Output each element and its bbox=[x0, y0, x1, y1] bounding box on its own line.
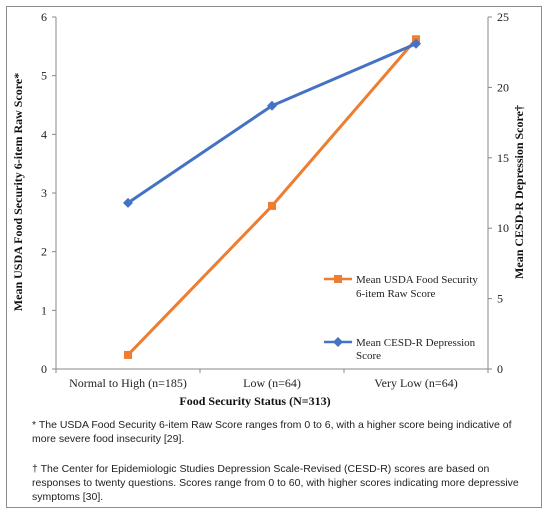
data-point-cesdr bbox=[411, 38, 421, 49]
data-point-cesdr bbox=[267, 100, 277, 111]
left-y-tick-label: 4 bbox=[41, 127, 47, 141]
left-y-tick-label: 6 bbox=[41, 10, 47, 24]
x-tick-label: Low (n=64) bbox=[243, 376, 301, 390]
x-axis-title: Food Security Status (N=313) bbox=[179, 394, 330, 408]
right-y-tick-label: 10 bbox=[497, 221, 509, 235]
legend-label-cesdr-line2: Score bbox=[356, 350, 381, 362]
legend-entry-cesdr: Mean CESD-R Depression Score bbox=[324, 337, 476, 362]
right-y-tick-label: 5 bbox=[497, 292, 503, 306]
legend-entry-usda: Mean USDA Food Security 6-item Raw Score bbox=[324, 274, 478, 300]
right-y-tick-label: 0 bbox=[497, 362, 503, 376]
legend-label-usda-line1: Mean USDA Food Security bbox=[356, 274, 478, 286]
left-y-tick-label: 1 bbox=[41, 303, 47, 317]
right-y-axis-title: Mean CESD-R Depression Score† bbox=[512, 105, 526, 279]
series-usda bbox=[124, 35, 420, 359]
left-y-tick-label: 3 bbox=[41, 186, 47, 200]
legend-marker-cesdr bbox=[333, 337, 343, 347]
data-point-usda bbox=[268, 201, 276, 210]
series-line-usda bbox=[126, 38, 418, 356]
series-line-cesdr bbox=[127, 42, 417, 205]
series-cesdr bbox=[123, 38, 421, 208]
left-y-tick-label: 0 bbox=[41, 362, 47, 376]
left-y-axis-title: Mean USDA Food Security 6-item Raw Score… bbox=[11, 73, 25, 311]
x-tick-label: Very Low (n=64) bbox=[374, 376, 457, 390]
series-layer bbox=[123, 35, 421, 359]
figure-frame bbox=[6, 6, 542, 508]
data-point-usda bbox=[124, 350, 132, 359]
left-y-tick-label: 2 bbox=[41, 245, 47, 259]
right-y-tick-label: 25 bbox=[497, 10, 509, 24]
footnote-usda: * The USDA Food Security 6-item Raw Scor… bbox=[32, 419, 512, 445]
data-point-cesdr bbox=[123, 197, 133, 208]
right-y-tick-label: 20 bbox=[497, 80, 509, 94]
right-y-ticks: 0 5 10 15 20 25 bbox=[488, 10, 509, 376]
legend-marker-usda bbox=[334, 275, 342, 283]
x-tick-labels: Normal to High (n=185) Low (n=64) Very Low… bbox=[55, 369, 489, 390]
legend-label-cesdr-line1: Mean CESD-R Depression bbox=[356, 337, 476, 349]
right-y-tick-label: 15 bbox=[497, 151, 509, 165]
left-y-tick-label: 5 bbox=[41, 69, 47, 83]
left-y-ticks: 0 1 2 3 4 5 6 bbox=[41, 10, 56, 376]
axes-group bbox=[55, 17, 489, 370]
footnote-cesdr: † The Center for Epidemiologic Studies D… bbox=[32, 463, 519, 503]
legend-label-usda-line2: 6-item Raw Score bbox=[356, 288, 436, 300]
x-tick-label: Normal to High (n=185) bbox=[69, 376, 187, 390]
legend: Mean USDA Food Security 6-item Raw Score… bbox=[324, 274, 478, 362]
